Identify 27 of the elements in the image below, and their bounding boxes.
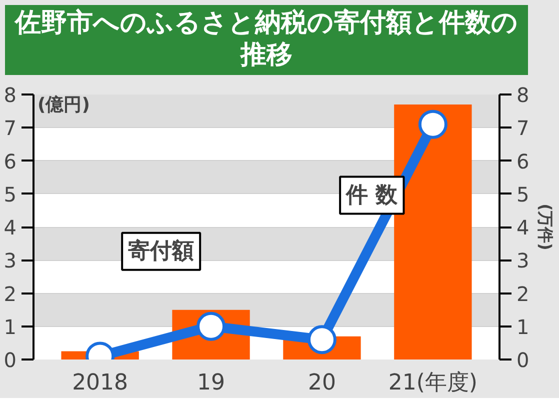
y-tick-label: 3 [4,248,17,273]
y2-tick-label: 0 [516,348,530,372]
y2-tick-label: 4 [516,216,530,240]
series-label: 件 数 [345,182,399,208]
y2-tick-label: 6 [516,149,530,174]
y2-tick-label: 1 [516,314,530,339]
y2-tick-label: 2 [516,282,530,306]
y-tick-label: 8 [4,83,17,107]
y-tick-label: 5 [4,182,17,206]
y-tick-label: 2 [4,282,17,306]
y2-tick-label: 7 [516,116,530,140]
x-tick-label: 20 [308,370,336,396]
y2-axis-title: (万件) [536,204,556,250]
y2-tick-label: 8 [516,83,530,107]
x-tick-label: 21(年度) [388,370,478,396]
x-tick-label: 2018 [72,370,128,396]
x-tick-label: 19 [197,370,226,396]
y2-tick-label: 5 [516,182,530,206]
y-axis-title: (億円) [38,94,90,116]
y-tick-label: 0 [4,348,17,372]
y-tick-label: 4 [4,216,17,240]
text: 寄付額 [128,238,194,264]
y-tick-label: 7 [4,116,17,140]
y2-tick-label: 3 [516,248,530,273]
chart-title: 佐野市へのふるさと納税の寄付額と件数の推移 [13,7,519,71]
y-tick-label: 1 [4,314,17,339]
y-tick-label: 6 [4,149,17,174]
